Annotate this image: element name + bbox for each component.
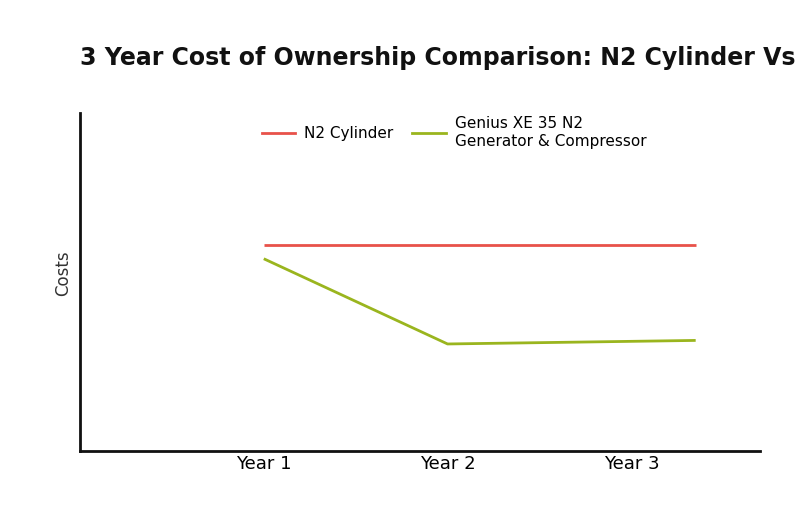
- Y-axis label: Costs: Costs: [54, 250, 72, 296]
- Legend: N2 Cylinder, Genius XE 35 N2
Generator & Compressor: N2 Cylinder, Genius XE 35 N2 Generator &…: [255, 110, 653, 155]
- Text: 3 Year Cost of Ownership Comparison: N2 Cylinder Vs N2 Generator: 3 Year Cost of Ownership Comparison: N2 …: [80, 46, 800, 70]
